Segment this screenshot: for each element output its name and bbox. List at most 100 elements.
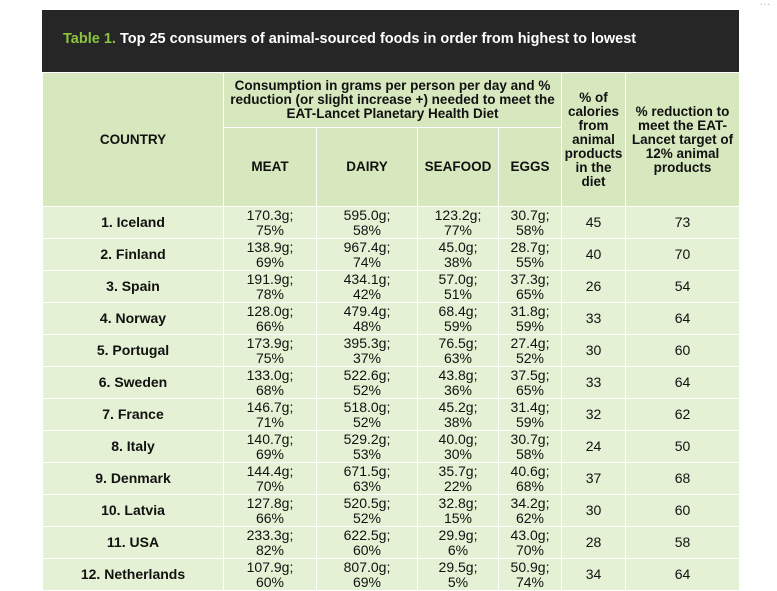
seafood-grams: 32.8g; [438,494,478,511]
seafood-cell: 57.0g; 51% [417,270,499,303]
meat-grams: 140.7g; [246,430,294,447]
eggs-reduction-percent: 52% [515,349,545,366]
meat-grams: 107.9g; [246,558,294,575]
calories-percent: 33 [585,310,602,326]
meat-cell: 138.9g; 69% [223,238,317,271]
seafood-reduction-percent: 51% [443,285,473,302]
country-cell: 4. Norway [42,302,224,335]
country-cell: 6. Sweden [42,366,224,399]
dairy-grams: 807.0g; [343,558,391,575]
reduction-cell: 64 [625,302,740,335]
table-body: 1. Iceland 170.3g; 75% 595.0g; 58% 123.2g; 77%… [42,206,740,591]
calories-percent: 24 [585,438,602,454]
table-row: 2. Finland 138.9g; 69% 967.4g; 74% 45.0g; 38% 2… [42,238,740,271]
dairy-cell: 671.5g; 63% [316,462,418,495]
meat-grams: 191.9g; [246,270,294,287]
meat-reduction-percent: 70% [255,477,285,494]
country-cell: 7. France [42,398,224,431]
meat-grams: 127.8g; [246,494,294,511]
meat-reduction-percent: 69% [255,445,285,462]
country-cell: 10. Latvia [42,494,224,527]
calories-percent: 32 [585,406,602,422]
table-row: 6. Sweden 133.0g; 68% 522.6g; 52% 43.8g; 36% 37… [42,366,740,399]
country-name: 12. Netherlands [80,566,186,582]
seafood-reduction-percent: 36% [443,381,473,398]
meat-cell: 128.0g; 66% [223,302,317,335]
country-cell: 3. Spain [42,270,224,303]
reduction-percent: 64 [674,374,691,390]
meat-cell: 144.4g; 70% [223,462,317,495]
dairy-reduction-percent: 63% [352,477,382,494]
dairy-reduction-percent: 52% [352,509,382,526]
eggs-grams: 31.4g; [510,398,550,415]
calories-percent: 30 [585,502,602,518]
eggs-cell: 34.2g; 62% [498,494,562,527]
eggs-reduction-percent: 62% [515,509,545,526]
eggs-cell: 43.0g; 70% [498,526,562,559]
country-cell: 9. Denmark [42,462,224,495]
meat-grams: 233.3g; [246,526,294,543]
calories-cell: 37 [561,462,626,495]
eggs-reduction-percent: 65% [515,285,545,302]
country-cell: 5. Portugal [42,334,224,367]
seafood-reduction-percent: 63% [443,349,473,366]
eggs-grams: 40.6g; [510,462,550,479]
dairy-reduction-percent: 60% [352,541,382,558]
country-name: 4. Norway [99,310,167,326]
seafood-grams: 40.0g; [438,430,478,447]
dairy-reduction-percent: 48% [352,317,382,334]
meat-reduction-percent: 69% [255,253,285,270]
seafood-grams: 29.9g; [438,526,478,543]
meat-reduction-percent: 60% [255,573,285,590]
seafood-cell: 40.0g; 30% [417,430,499,463]
meat-reduction-percent: 75% [255,349,285,366]
country-name: 5. Portugal [96,342,170,358]
dairy-grams: 529.2g; [343,430,391,447]
header-reduction-percent: % reduction to meet the EAT-Lancet targe… [625,72,740,207]
seafood-reduction-percent: 38% [443,253,473,270]
reduction-cell: 54 [625,270,740,303]
dairy-reduction-percent: 69% [352,573,382,590]
eggs-grams: 37.3g; [510,270,550,287]
seafood-grams: 45.0g; [438,238,478,255]
meat-reduction-percent: 71% [255,413,285,430]
calories-percent: 40 [585,246,602,262]
dairy-cell: 518.0g; 52% [316,398,418,431]
dairy-reduction-percent: 53% [352,445,382,462]
dairy-grams: 622.5g; [343,526,391,543]
dairy-cell: 967.4g; 74% [316,238,418,271]
calories-percent: 34 [585,566,602,582]
reduction-percent: 64 [674,566,691,582]
reduction-percent: 58 [674,534,691,550]
calories-cell: 45 [561,206,626,239]
seafood-cell: 29.9g; 6% [417,526,499,559]
reduction-percent: 70 [674,246,691,262]
seafood-reduction-percent: 15% [443,509,473,526]
dairy-grams: 518.0g; [343,398,391,415]
eggs-grams: 50.9g; [510,558,550,575]
seafood-reduction-percent: 38% [443,413,473,430]
seafood-reduction-percent: 59% [443,317,473,334]
dairy-grams: 967.4g; [343,238,391,255]
eggs-grams: 43.0g; [510,526,550,543]
meat-grams: 133.0g; [246,366,294,383]
eggs-reduction-percent: 55% [515,253,545,270]
eggs-reduction-percent: 58% [515,445,545,462]
eggs-cell: 30.7g; 58% [498,430,562,463]
seafood-grams: 68.4g; [438,302,478,319]
eggs-grams: 31.8g; [510,302,550,319]
dairy-grams: 395.3g; [343,334,391,351]
seafood-cell: 45.0g; 38% [417,238,499,271]
meat-cell: 233.3g; 82% [223,526,317,559]
country-cell: 11. USA [42,526,224,559]
calories-percent: 45 [585,214,602,230]
calories-percent: 30 [585,342,602,358]
reduction-cell: 70 [625,238,740,271]
meat-grams: 138.9g; [246,238,294,255]
seafood-grams: 76.5g; [438,334,478,351]
dairy-reduction-percent: 52% [352,381,382,398]
header-eggs: EGGS [498,127,562,207]
meat-grams: 146.7g; [246,398,294,415]
calories-percent: 33 [585,374,602,390]
dairy-grams: 520.5g; [343,494,391,511]
